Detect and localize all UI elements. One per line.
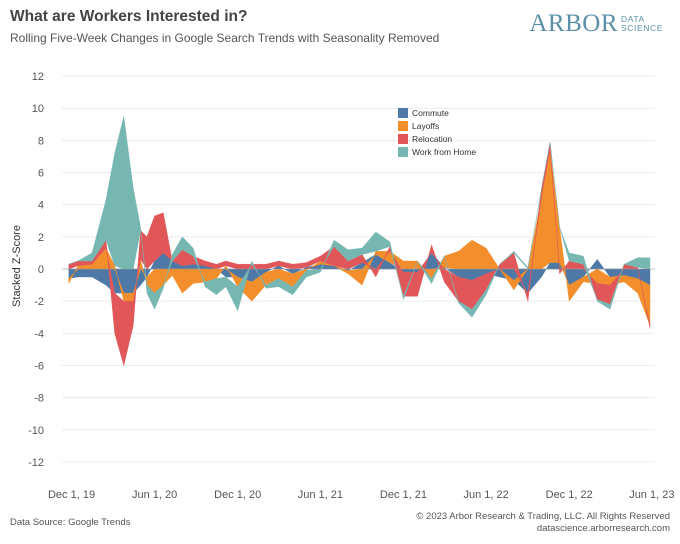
x-tick-label: Dec 1, 20 [214,489,261,501]
legend: Commute Layoffs Relocation Work from Home [398,108,476,157]
legend-swatch [398,108,408,118]
series-area-work-from-home [68,116,651,318]
legend-label: Commute [412,108,449,118]
copyright-text: © 2023 Arbor Research & Trading, LLC. Al… [416,511,670,522]
y-tick-label: 6 [38,168,44,180]
y-tick-label: -8 [34,393,44,405]
legend-label: Layoffs [412,121,439,131]
y-tick-label: 12 [32,71,44,83]
x-tick-label: Dec 1, 22 [546,489,593,501]
y-axis-label: Stacked Z-Score [11,225,23,307]
legend-swatch [398,121,408,131]
y-tick-label: 10 [32,103,44,115]
legend-label: Relocation [412,134,452,144]
y-tick-label: 4 [38,200,44,212]
y-tick-label: -2 [34,296,44,308]
x-tick-labels: Dec 1, 19 Jun 1, 20 Dec 1, 20 Jun 1, 21 Dec … [48,489,674,501]
logo-sub-science: SCIENCE [621,23,663,33]
y-tick-label: -6 [34,360,44,372]
site-url[interactable]: datascience.arborresearch.com [536,523,670,534]
y-tick-label: -4 [34,328,44,340]
x-tick-label: Dec 1, 19 [48,489,95,501]
y-tick-label: 0 [38,264,44,276]
data-source: Data Source: Google Trends [10,517,131,528]
chart-title: What are Workers Interested in? [10,8,248,25]
logo-subtext: DATA SCIENCE [621,15,663,33]
y-tick-label: 2 [38,232,44,244]
series-areas [68,116,651,366]
arbor-logo: ARBOR DATA SCIENCE [529,10,663,38]
footer-credits: © 2023 Arbor Research & Trading, LLC. Al… [416,511,670,535]
x-tick-label: Jun 1, 22 [463,489,508,501]
y-tick-labels: 12 10 8 6 4 2 0 -2 -4 -6 -8 -10 -12 [28,71,44,469]
x-tick-label: Jun 1, 20 [132,489,177,501]
series-area-relocation [68,141,651,366]
chart-subtitle: Rolling Five-Week Changes in Google Sear… [10,31,440,45]
x-tick-label: Jun 1, 21 [298,489,343,501]
legend-swatch [398,147,408,157]
x-tick-label: Dec 1, 21 [380,489,427,501]
x-tick-label: Jun 1, 23 [629,489,674,501]
logo-wordmark: ARBOR [529,10,618,37]
y-tick-label: -10 [28,425,44,437]
legend-label: Work from Home [412,147,476,157]
y-tick-label: -12 [28,457,44,469]
legend-swatch [398,134,408,144]
logo-sub-data: DATA [621,14,645,24]
y-tick-label: 8 [38,135,44,147]
